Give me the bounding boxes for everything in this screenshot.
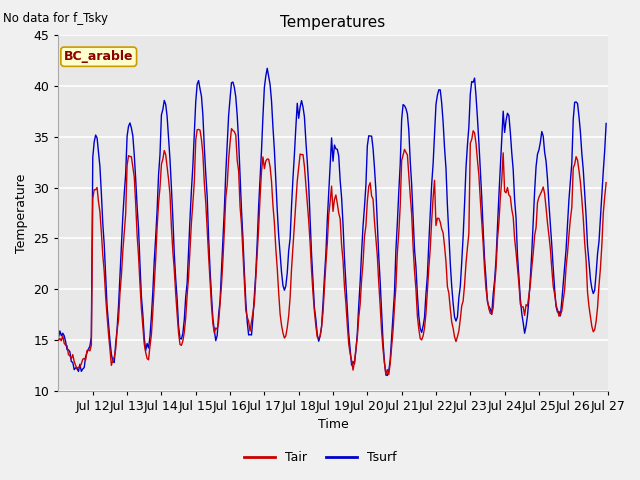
Y-axis label: Temperature: Temperature <box>15 173 28 253</box>
Text: BC_arable: BC_arable <box>64 50 134 63</box>
Legend: Tair, Tsurf: Tair, Tsurf <box>239 446 401 469</box>
X-axis label: Time: Time <box>317 419 348 432</box>
Title: Temperatures: Temperatures <box>280 15 386 30</box>
Text: No data for f_Tsky: No data for f_Tsky <box>3 12 108 25</box>
